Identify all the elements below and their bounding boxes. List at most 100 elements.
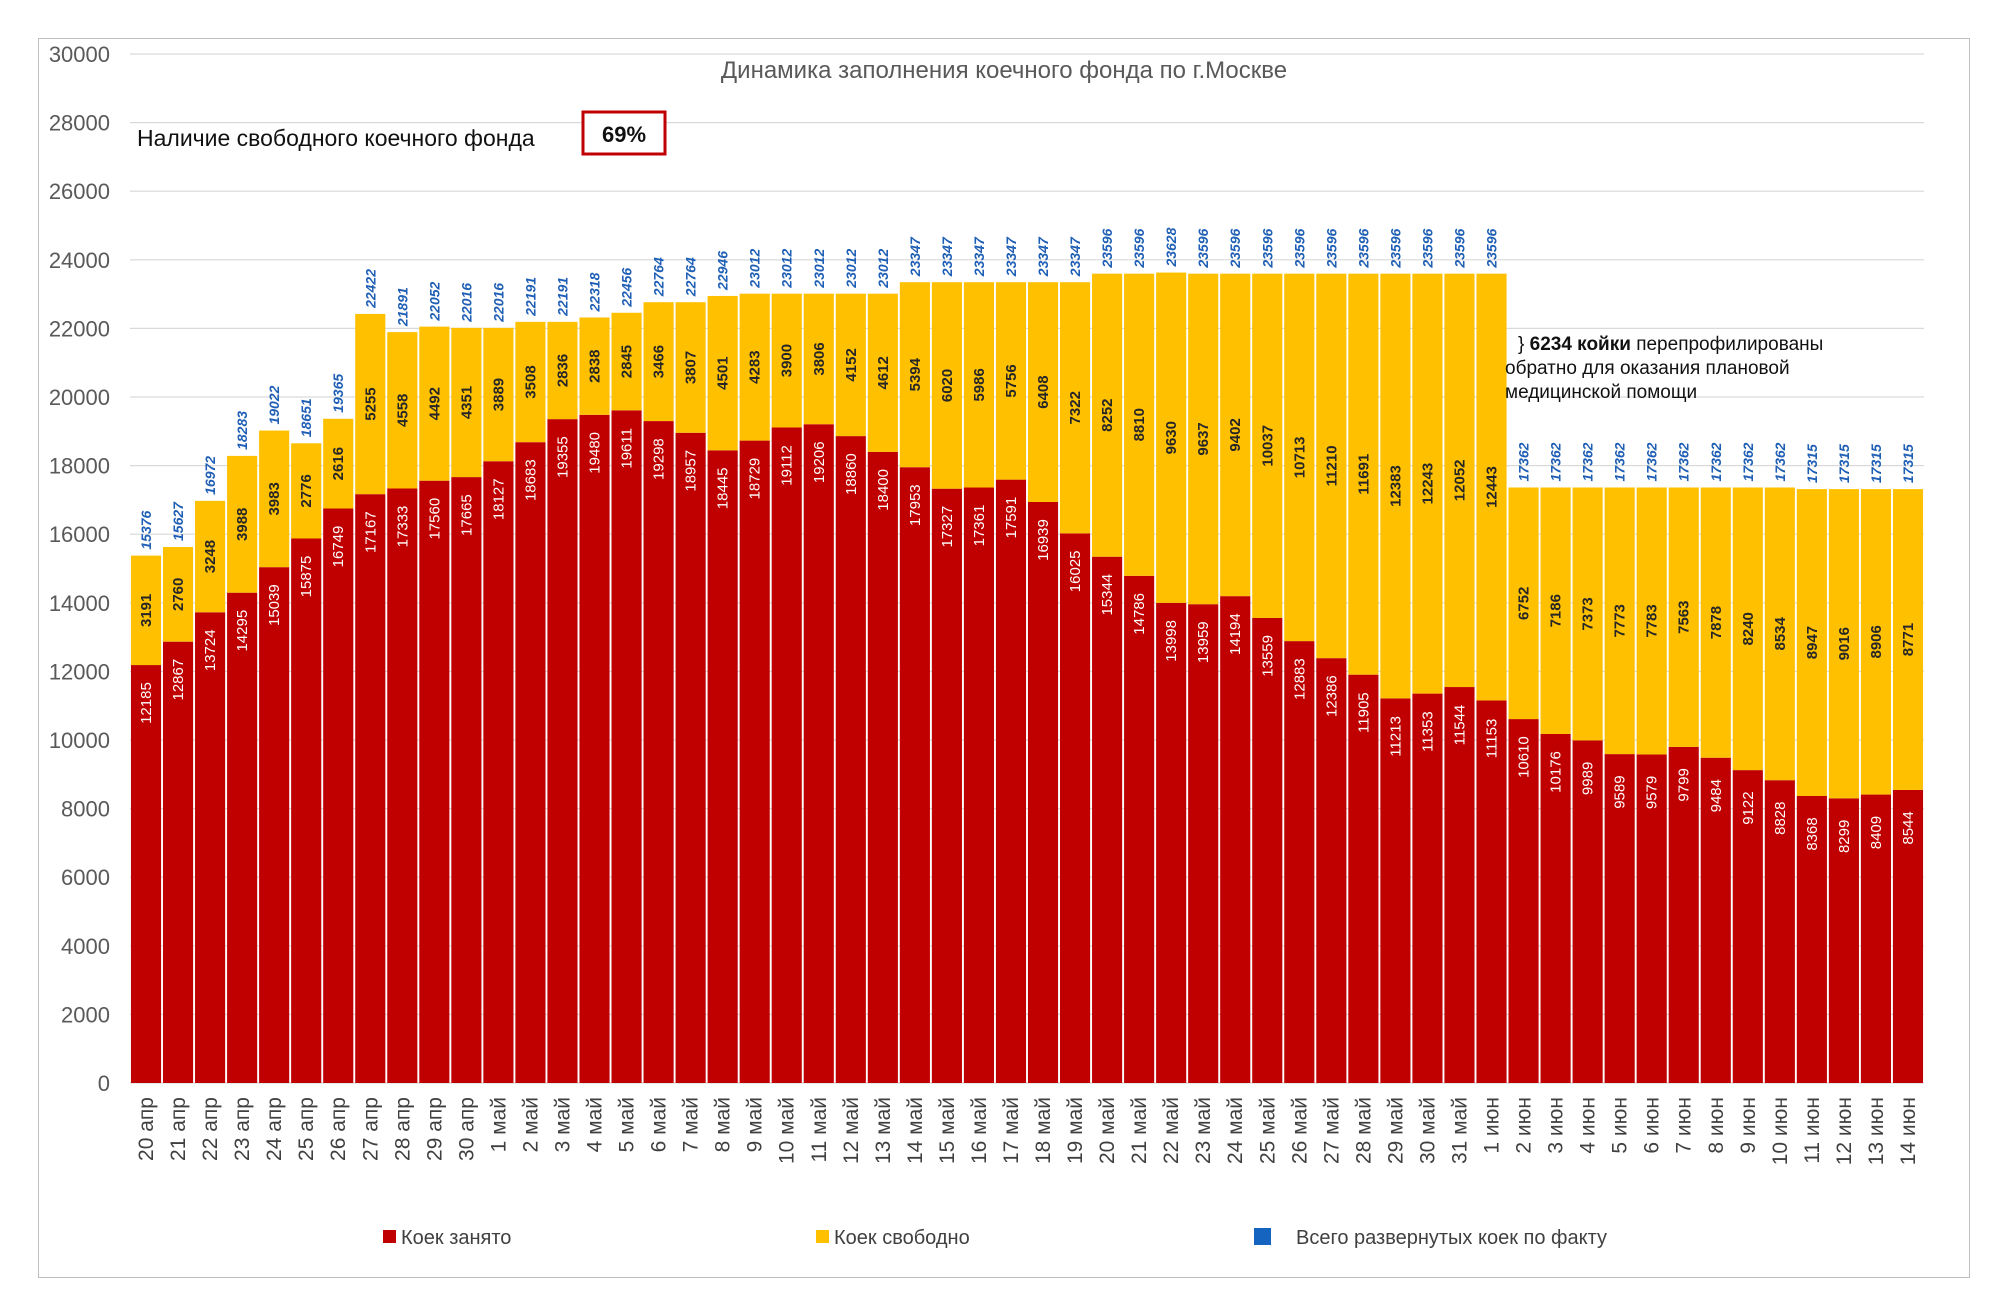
label-free: 2838 (587, 349, 604, 382)
label-occupied: 15875 (298, 556, 315, 598)
label-total: 17362 (1708, 442, 1724, 481)
bar-occupied (130, 665, 162, 1083)
bar-free (1220, 273, 1251, 597)
label-total: 17362 (1644, 442, 1660, 481)
x-tick-label: 10 июн (1769, 1097, 1792, 1165)
label-total: 23596 (1419, 229, 1435, 269)
x-tick-label: 12 июн (1833, 1097, 1856, 1165)
bar-free (1636, 487, 1667, 755)
label-free: 8810 (1131, 408, 1148, 441)
label-free: 3983 (266, 482, 283, 515)
x-tick-label: 25 апр (295, 1097, 318, 1161)
label-total: 23012 (875, 249, 891, 289)
label-occupied: 11905 (1355, 692, 1372, 733)
label-occupied: 11353 (1419, 711, 1436, 752)
bar-occupied (1348, 674, 1379, 1083)
x-tick-label: 26 апр (327, 1097, 350, 1161)
bar-free (643, 302, 674, 422)
bar-occupied (355, 494, 386, 1084)
x-tick-label: 6 май (648, 1097, 671, 1152)
bar-occupied (707, 450, 738, 1083)
bar-occupied (1220, 596, 1251, 1083)
label-free: 12443 (1484, 466, 1501, 508)
label-total: 23347 (1003, 236, 1019, 277)
label-free: 5255 (362, 387, 379, 420)
chart-title: Динамика заполнения коечного фонда по г.… (721, 57, 1287, 84)
label-total: 23347 (971, 236, 987, 277)
label-total: 22052 (426, 281, 442, 321)
x-tick-label: 23 май (1192, 1097, 1215, 1164)
bar-free (1316, 273, 1347, 659)
x-tick-label: 7 май (680, 1097, 703, 1152)
label-occupied: 17167 (362, 511, 379, 553)
y-tick-label: 22000 (49, 316, 110, 341)
label-free: 3466 (651, 345, 668, 378)
label-total: 17315 (1836, 444, 1852, 483)
bar-occupied (867, 451, 898, 1083)
bar-free (1700, 487, 1731, 758)
label-occupied: 19206 (811, 441, 828, 483)
label-occupied: 8299 (1836, 820, 1853, 853)
bar-free (995, 282, 1027, 480)
label-total: 16972 (202, 456, 218, 495)
bar-occupied (291, 538, 322, 1083)
label-occupied: 19112 (779, 445, 796, 486)
x-tick-label: 31 май (1448, 1097, 1471, 1164)
label-occupied: 13998 (1163, 620, 1180, 662)
bar-free (1444, 273, 1475, 688)
label-occupied: 11544 (1451, 705, 1468, 746)
label-total: 23596 (1355, 229, 1371, 269)
bar-occupied (1828, 798, 1859, 1083)
bar-occupied (1700, 757, 1731, 1083)
x-tick-label: 18 май (1032, 1097, 1055, 1164)
label-free: 3508 (522, 365, 539, 398)
bar-free (1124, 273, 1155, 576)
bar-occupied (162, 641, 194, 1083)
x-tick-label: 29 май (1384, 1097, 1407, 1164)
data-labels: 12185 3191 15376 12867 2760 15627 13724 3248 169… (138, 227, 1917, 853)
label-total: 22191 (554, 277, 570, 317)
x-tick-label: 11 июн (1801, 1097, 1824, 1164)
label-free: 2776 (298, 474, 315, 507)
bar-free (1796, 489, 1827, 796)
label-occupied: 10610 (1516, 736, 1533, 778)
label-total: 23347 (1067, 236, 1083, 277)
bar-free (451, 327, 482, 478)
x-tick-label: 11 май (808, 1097, 831, 1162)
bar-occupied (451, 477, 482, 1083)
label-occupied: 12883 (1291, 658, 1308, 700)
bar-free (803, 293, 834, 425)
bar-free (1348, 273, 1379, 675)
note-line-3: медицинской помощи (1505, 382, 1697, 403)
label-total: 22456 (619, 268, 635, 308)
label-occupied: 14194 (1227, 613, 1244, 655)
bar-occupied (931, 488, 962, 1083)
bar-free (899, 282, 930, 468)
label-occupied: 13959 (1195, 621, 1212, 663)
label-occupied: 9484 (1708, 779, 1725, 812)
label-total: 23596 (1451, 229, 1467, 269)
label-free: 7773 (1612, 604, 1629, 637)
y-tick-label: 8000 (61, 797, 110, 822)
bar-occupied (1732, 770, 1763, 1083)
label-free: 7783 (1644, 604, 1661, 637)
label-total: 23596 (1291, 229, 1307, 269)
label-free: 12052 (1451, 459, 1468, 501)
label-total: 15627 (170, 501, 186, 541)
label-occupied: 17333 (394, 506, 411, 548)
label-free: 8534 (1772, 617, 1789, 651)
bar-occupied (1284, 641, 1315, 1083)
x-tick-label: 9 май (744, 1097, 767, 1152)
label-occupied: 17665 (458, 494, 475, 536)
bar-occupied (1540, 733, 1571, 1083)
y-tick-label: 28000 (49, 111, 110, 136)
bar-free (867, 293, 898, 452)
label-free: 7186 (1548, 594, 1565, 627)
bar-occupied (419, 480, 450, 1083)
bar-occupied (1636, 754, 1667, 1083)
label-occupied: 8368 (1804, 817, 1821, 850)
label-free: 10713 (1291, 437, 1308, 479)
availability-label: Наличие свободного коечного фонда (137, 125, 535, 151)
bar-free (1027, 282, 1059, 502)
bar-free (1604, 487, 1635, 755)
